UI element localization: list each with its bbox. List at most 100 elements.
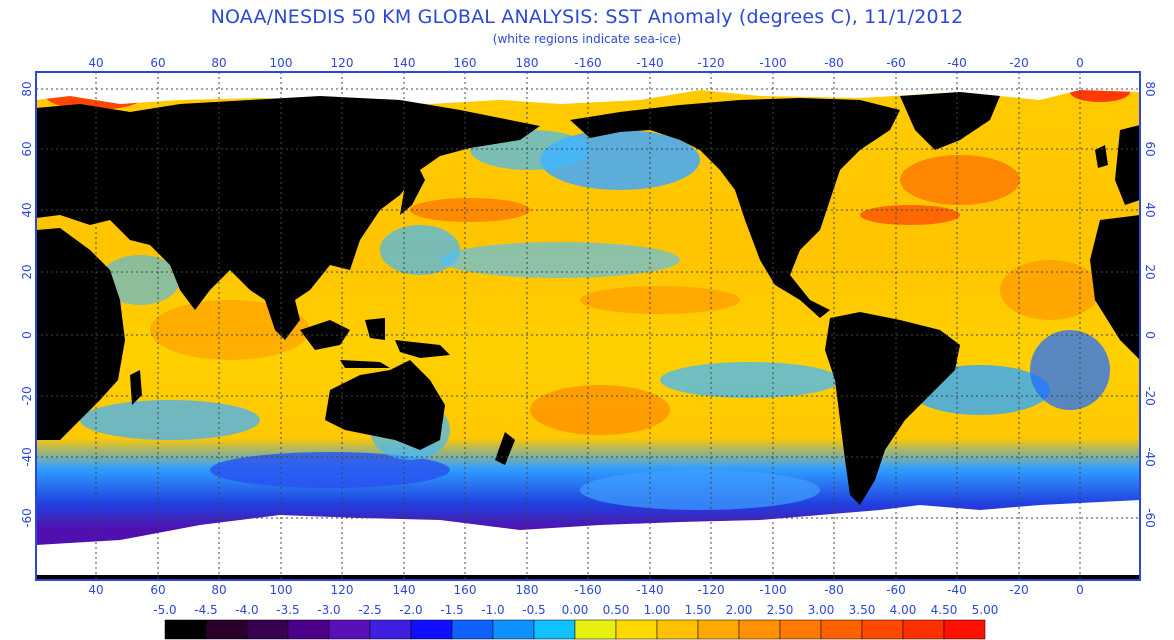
legend-value-label: -1.0 <box>481 603 504 617</box>
lon-tick-top: 100 <box>270 56 293 70</box>
legend-value-label: 3.50 <box>849 603 876 617</box>
lon-tick-top: -100 <box>759 56 786 70</box>
lon-tick-bottom: 40 <box>88 583 103 597</box>
legend-swatch <box>451 619 494 640</box>
lon-tick-top: -120 <box>697 56 724 70</box>
lat-tick-left: 20 <box>20 264 34 279</box>
graticule <box>36 72 1140 580</box>
legend-swatch <box>369 619 412 640</box>
lon-tick-bottom: 140 <box>393 583 416 597</box>
eurasia-land <box>36 96 540 340</box>
legend-swatch <box>533 619 576 640</box>
lat-tick-right: -40 <box>1143 447 1157 467</box>
lat-tick-left: -60 <box>20 508 34 528</box>
lon-tick-top: 140 <box>393 56 416 70</box>
map-area <box>36 72 1140 580</box>
legend-value-label: 2.00 <box>726 603 753 617</box>
lon-tick-bottom: 80 <box>211 583 226 597</box>
legend-value-label: 5.00 <box>972 603 999 617</box>
lat-tick-right: 0 <box>1143 331 1157 339</box>
lon-tick-bottom: -120 <box>697 583 724 597</box>
lon-tick-bottom: -60 <box>886 583 906 597</box>
lon-tick-bottom: 0 <box>1076 583 1084 597</box>
lat-tick-left: 40 <box>20 202 34 217</box>
legend-swatch <box>861 619 904 640</box>
legend-value-label: 4.00 <box>890 603 917 617</box>
new-guinea-land <box>395 340 450 358</box>
legend-value-label: 4.50 <box>931 603 958 617</box>
lon-tick-bottom: 60 <box>150 583 165 597</box>
legend-value-label: 0.00 <box>562 603 589 617</box>
legend-color-bar <box>164 619 986 640</box>
lon-tick-bottom: -100 <box>759 583 786 597</box>
map-title: NOAA/NESDIS 50 KM GLOBAL ANALYSIS: SST A… <box>210 6 964 28</box>
lat-tick-right: -20 <box>1143 386 1157 406</box>
legend-value-label: -3.5 <box>276 603 299 617</box>
legend-value-label: 0.50 <box>603 603 630 617</box>
lon-tick-top: 60 <box>150 56 165 70</box>
lon-tick-top: 160 <box>454 56 477 70</box>
legend-swatch <box>902 619 945 640</box>
uk-land <box>1095 145 1108 168</box>
legend-swatch <box>820 619 863 640</box>
lon-tick-top: -80 <box>824 56 844 70</box>
legend-swatch <box>738 619 781 640</box>
europe-west-land <box>1115 125 1140 205</box>
legend-value-label: 2.50 <box>767 603 794 617</box>
lat-tick-right: 80 <box>1143 81 1157 96</box>
lat-tick-left: 80 <box>20 81 34 96</box>
legend-value-label: -3.0 <box>317 603 340 617</box>
bottom-longitude-axis: 40 60 80 100 120 140 160 180 -160 -140 -… <box>88 583 1083 597</box>
legend-swatch <box>287 619 330 640</box>
legend-swatch <box>656 619 699 640</box>
lon-tick-bottom: -40 <box>947 583 967 597</box>
right-latitude-axis: 80 60 40 20 0 -20 -40 -60 <box>1143 81 1157 527</box>
lon-tick-top: 0 <box>1076 56 1084 70</box>
lon-tick-bottom: -140 <box>636 583 663 597</box>
legend-value-label: -4.5 <box>194 603 217 617</box>
lat-tick-left: -40 <box>20 447 34 467</box>
legend-value-label: 1.50 <box>685 603 712 617</box>
legend-value-label: -2.0 <box>399 603 422 617</box>
legend-value-label: -2.5 <box>358 603 381 617</box>
lat-tick-right: -60 <box>1143 508 1157 528</box>
north-america-land <box>570 98 900 318</box>
lat-tick-right: 60 <box>1143 141 1157 156</box>
legend-swatch <box>943 619 986 640</box>
lat-tick-right: 40 <box>1143 202 1157 217</box>
legend-value-label: -1.5 <box>440 603 463 617</box>
legend-swatch <box>410 619 453 640</box>
africa-west-land <box>1090 215 1140 360</box>
map-frame <box>35 71 1141 581</box>
legend-swatch <box>328 619 371 640</box>
legend-value-label: 3.00 <box>808 603 835 617</box>
lon-tick-top: -160 <box>574 56 601 70</box>
legend-value-label: 1.00 <box>644 603 671 617</box>
lon-tick-top: 80 <box>211 56 226 70</box>
lon-tick-bottom: -80 <box>824 583 844 597</box>
legend-labels: -5.0 -4.5 -4.0 -3.5 -3.0 -2.5 -2.0 -1.5 -1.0 -0.5… <box>153 603 998 617</box>
lon-tick-bottom: 120 <box>331 583 354 597</box>
lon-tick-top: 180 <box>516 56 539 70</box>
legend-swatch <box>697 619 740 640</box>
legend-value-label: -0.5 <box>522 603 545 617</box>
lon-tick-top: -40 <box>947 56 967 70</box>
lat-tick-left: -20 <box>20 386 34 406</box>
africa-land <box>36 228 125 440</box>
lon-tick-bottom: -160 <box>574 583 601 597</box>
legend-swatch <box>246 619 289 640</box>
lon-tick-top: -20 <box>1009 56 1029 70</box>
australia-land <box>325 360 445 450</box>
lon-tick-bottom: -20 <box>1009 583 1029 597</box>
legend-value-label: -4.0 <box>235 603 258 617</box>
lon-tick-top: -140 <box>636 56 663 70</box>
top-longitude-axis: 40 60 80 100 120 140 160 180 -160 -140 -… <box>88 56 1083 70</box>
legend-value-label: -5.0 <box>153 603 176 617</box>
antarctic-sea-ice <box>36 500 1140 580</box>
legend-swatch <box>779 619 822 640</box>
legend-swatch <box>205 619 248 640</box>
south-america-land <box>825 312 960 505</box>
new-zealand-land <box>495 432 515 465</box>
lat-tick-left: 0 <box>20 331 34 339</box>
lon-tick-bottom: 160 <box>454 583 477 597</box>
